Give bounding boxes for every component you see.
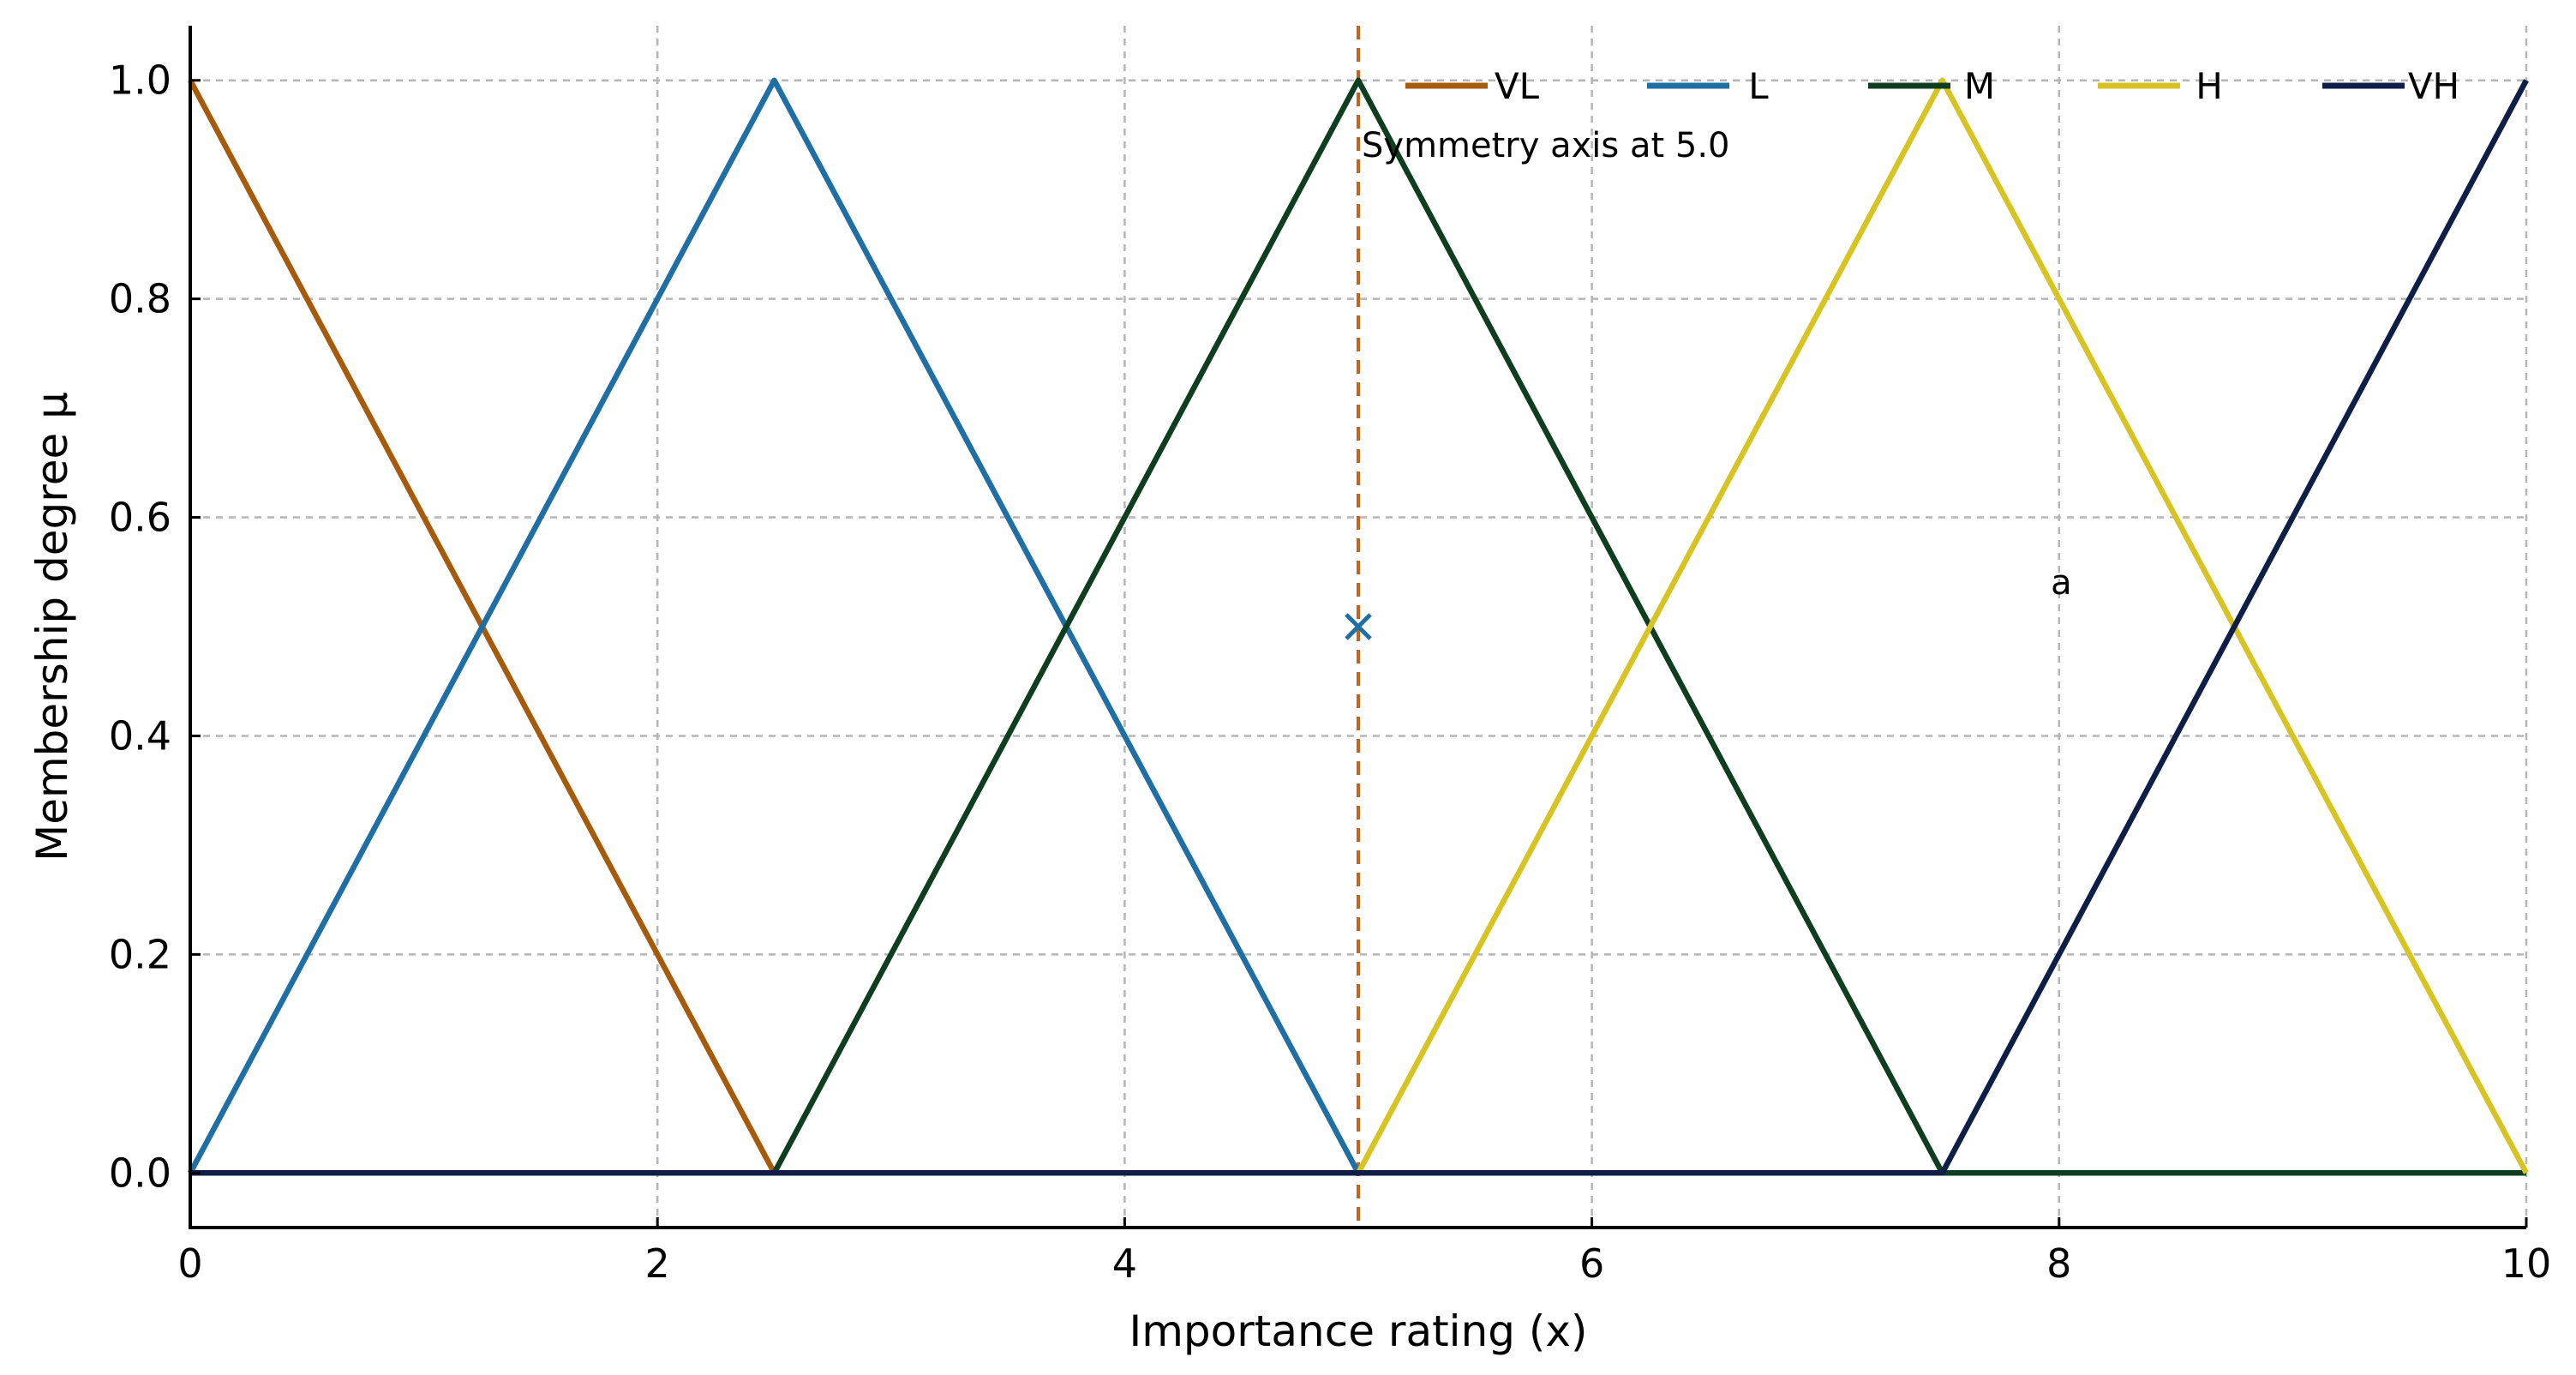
x-tick-label: 10	[2501, 1240, 2552, 1287]
x-axis-label: Importance rating (x)	[1129, 1306, 1587, 1356]
legend-item-vl: VL	[1405, 65, 1540, 107]
legend-label: VH	[2408, 65, 2459, 107]
legend-item-h: H	[2098, 65, 2223, 107]
series-line-vh	[190, 79, 2529, 1176]
annotation-layer-front: Symmetry axis at 5.0 a	[1345, 126, 2072, 640]
legend-item-m: M	[1868, 65, 1995, 107]
y-tick-label: 0.6	[109, 495, 171, 541]
annotation-text: a	[2051, 563, 2072, 603]
legend-item-l: L	[1647, 65, 1769, 107]
y-tick-label: 1.0	[109, 57, 171, 104]
symmetry-point-x-marker	[1345, 613, 1372, 640]
x-tick-label: 8	[2046, 1240, 2071, 1287]
y-axis-label: Membership degree μ	[27, 392, 77, 862]
marker-stroke	[1345, 613, 1372, 640]
y-tick-label: 0.0	[109, 1150, 171, 1196]
legend: VL L M H VH	[1405, 65, 2459, 107]
x-tick-label: 2	[645, 1240, 670, 1287]
legend-label: H	[2196, 65, 2223, 107]
x-tick-label: 6	[1579, 1240, 1604, 1287]
y-tick-label: 0.8	[109, 276, 171, 322]
ticks: 0 2 4 6 8 10 0.0 0.2 0.4 0.6 0.8 1.0	[109, 57, 2551, 1287]
legend-label: M	[1964, 65, 1995, 107]
annotation-text: Symmetry axis at 5.0	[1362, 126, 1730, 165]
legend-label: L	[1748, 65, 1769, 107]
y-tick-label: 0.4	[109, 712, 171, 759]
legend-label: VL	[1495, 65, 1540, 107]
legend-item-vh: VH	[2322, 65, 2459, 107]
x-tick-label: 0	[177, 1240, 202, 1287]
series-layer	[188, 77, 2529, 1176]
y-tick-label: 0.2	[109, 931, 171, 977]
x-tick-label: 4	[1112, 1240, 1137, 1287]
